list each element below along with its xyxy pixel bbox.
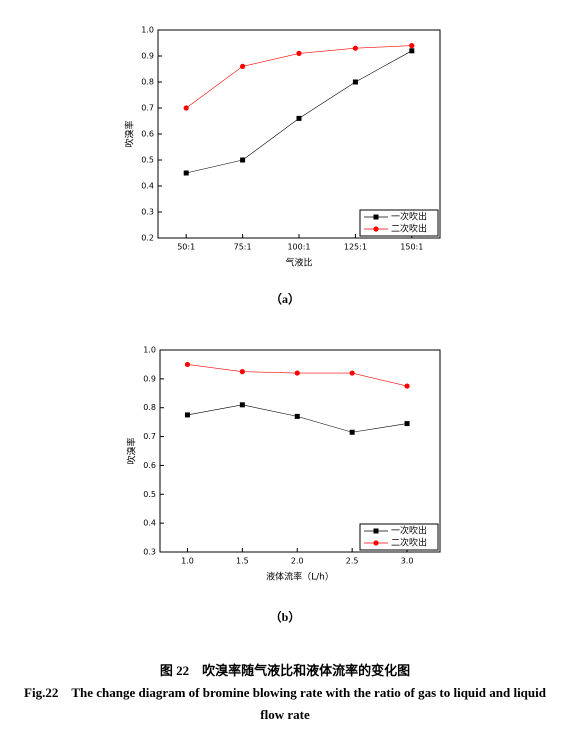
data-point xyxy=(239,402,245,408)
y-tick-label: 0.6 xyxy=(141,130,154,139)
x-axis-title: 液体流率（L/h） xyxy=(266,571,334,583)
legend-label: 二次吹出 xyxy=(391,223,427,235)
y-tick-label: 0.2 xyxy=(141,234,154,243)
legend-marker xyxy=(373,528,379,534)
y-tick-label: 0.4 xyxy=(141,182,154,191)
data-point xyxy=(296,50,302,57)
data-point xyxy=(349,370,355,376)
legend-marker xyxy=(373,214,379,220)
x-axis-title: 气液比 xyxy=(285,257,312,269)
figure-caption: 图 22 吹溴率随气液比和液体流率的变化图 Fig.22 The change … xyxy=(15,660,555,726)
data-point xyxy=(409,48,415,54)
x-tick-label: 100:1 xyxy=(287,243,310,252)
legend-label: 一次吹出 xyxy=(391,211,427,223)
y-tick-label: 0.9 xyxy=(143,374,156,383)
x-tick-label: 2.5 xyxy=(346,557,359,566)
y-tick-label: 0.7 xyxy=(143,432,156,441)
caption: （a） xyxy=(270,291,300,306)
x-tick-label: 3.0 xyxy=(401,557,414,566)
data-point xyxy=(184,412,190,418)
y-tick-label: 0.5 xyxy=(143,490,156,499)
data-point xyxy=(349,429,355,435)
y-tick-label: 0.8 xyxy=(143,403,156,412)
data-point xyxy=(409,43,415,49)
data-point xyxy=(294,370,300,376)
x-tick-label: 75:1 xyxy=(234,243,252,252)
y-tick-label: 1.0 xyxy=(143,346,156,355)
y-tick-label: 0.9 xyxy=(141,52,154,61)
y-tick-label: 1.0 xyxy=(141,26,154,35)
legend-marker xyxy=(373,226,379,232)
y-tick-label: 0.3 xyxy=(143,548,156,557)
y-tick-label: 0.5 xyxy=(141,156,154,165)
legend-box xyxy=(359,523,439,551)
plot-frame xyxy=(159,349,441,553)
data-point xyxy=(184,361,191,368)
legend-box xyxy=(359,209,439,237)
caption-chinese: 图 22 吹溴率随气液比和液体流率的变化图 xyxy=(159,663,411,678)
data-point xyxy=(240,63,246,69)
caption-english: Fig.22 The change diagram of bromine blo… xyxy=(24,685,546,722)
figure: 50:1 75:1 100:1 125:1 150:1 0.2 0.3 0.4 0.5 0.6 0.… xyxy=(124,26,441,624)
data-point xyxy=(183,105,189,111)
y-axis-title: 吹溴率 xyxy=(126,437,138,464)
y-tick-label: 0.3 xyxy=(141,208,154,217)
x-tick-label: 2.0 xyxy=(291,557,304,566)
data-point xyxy=(240,157,246,163)
x-tick-label: 125:1 xyxy=(344,243,367,252)
data-point xyxy=(352,45,358,51)
data-point xyxy=(183,170,189,176)
x-tick-label: 50:1 xyxy=(177,243,195,252)
data-point xyxy=(296,115,302,121)
series-line xyxy=(186,50,412,174)
y-tick-label: 0.4 xyxy=(143,519,156,528)
data-point xyxy=(239,369,245,375)
data-point xyxy=(352,79,358,85)
y-tick-label: 0.8 xyxy=(141,78,154,87)
legend-label: 一次吹出 xyxy=(391,525,427,537)
data-point xyxy=(404,383,410,389)
data-point xyxy=(404,421,410,427)
caption: （b） xyxy=(270,609,301,624)
x-tick-label: 1.5 xyxy=(236,557,249,566)
x-tick-label: 150:1 xyxy=(400,243,423,252)
plot-frame xyxy=(157,29,441,239)
data-point xyxy=(294,413,300,419)
legend-label: 二次吹出 xyxy=(391,537,427,549)
y-axis-title: 吹溴率 xyxy=(124,120,136,147)
x-tick-label: 1.0 xyxy=(181,557,194,566)
y-tick-label: 0.6 xyxy=(143,461,156,470)
y-tick-label: 0.7 xyxy=(141,104,154,113)
legend-marker xyxy=(373,540,379,546)
